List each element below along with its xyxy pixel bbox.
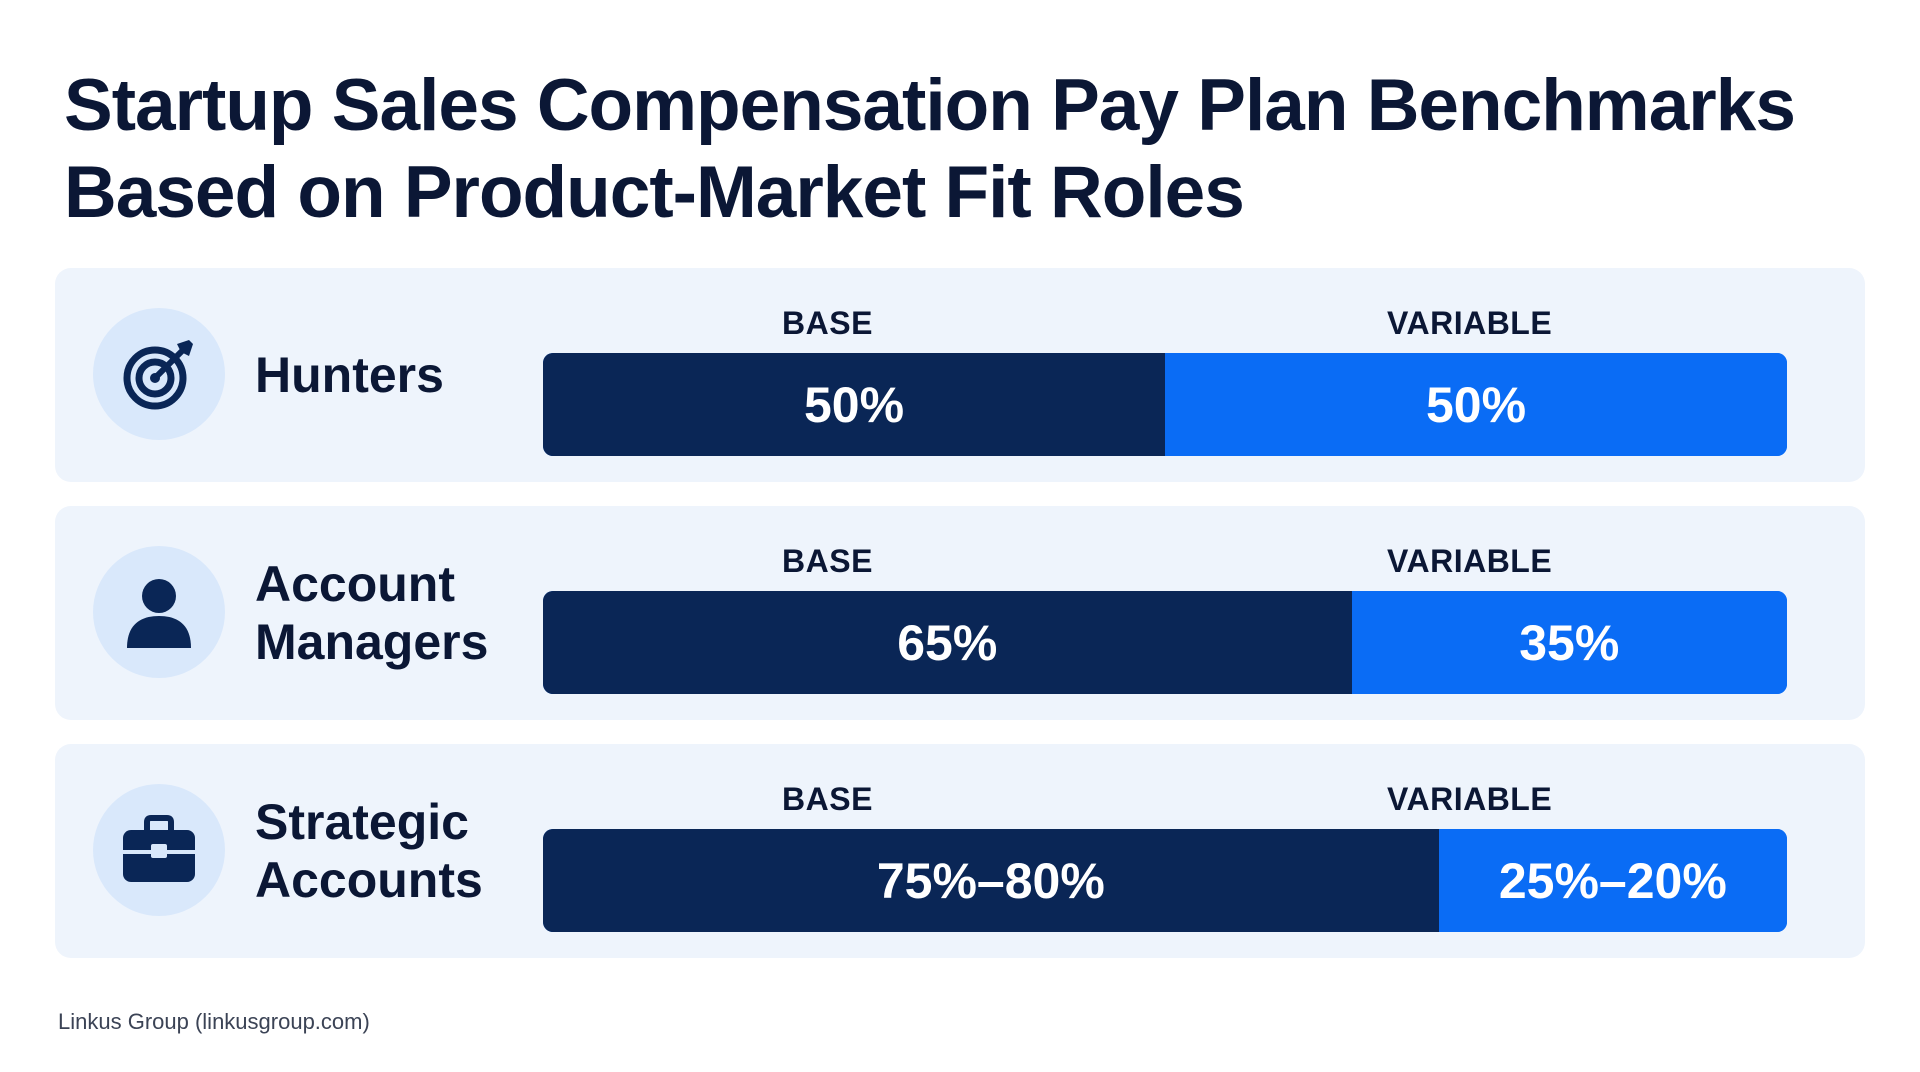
target-icon xyxy=(123,340,193,410)
row-account-managers: Account Managers BASE VARIABLE 65% 35% xyxy=(55,506,1865,720)
chart-title-line-2: Based on Product-Market Fit Roles xyxy=(64,152,1245,233)
base-bar-segment: 50% xyxy=(543,353,1165,456)
role-label-line: Hunters xyxy=(255,347,444,403)
person-icon xyxy=(127,579,191,648)
variable-column-label: VARIABLE xyxy=(1387,543,1553,579)
variable-bar-segment: 50% xyxy=(1165,353,1787,456)
stacked-bar: 50% 50% xyxy=(543,353,1787,456)
base-column-label: BASE xyxy=(782,543,873,579)
role-label-line: Managers xyxy=(255,614,489,670)
variable-bar-segment: 35% xyxy=(1351,591,1787,694)
role-label-line: Account xyxy=(255,556,455,612)
icon-badge xyxy=(93,784,225,916)
icon-badge xyxy=(93,546,225,678)
base-column-label: BASE xyxy=(782,781,873,817)
role-label: Strategic Accounts xyxy=(255,744,575,958)
icon-badge xyxy=(93,308,225,440)
row-strategic-accounts: Strategic Accounts BASE VARIABLE 75%–80%… xyxy=(55,744,1865,958)
stacked-bar: 75%–80% 25%–20% xyxy=(543,829,1787,932)
role-label: Hunters xyxy=(255,268,575,482)
chart-title: Startup Sales Compensation Pay Plan Benc… xyxy=(64,62,1864,236)
variable-bar-segment: 25%–20% xyxy=(1438,829,1787,932)
variable-column-label: VARIABLE xyxy=(1387,781,1553,817)
role-label: Account Managers xyxy=(255,506,575,720)
base-bar-segment: 75%–80% xyxy=(543,829,1439,932)
briefcase-icon xyxy=(123,815,195,882)
stacked-bar: 65% 35% xyxy=(543,591,1787,694)
role-rows: Hunters BASE VARIABLE 50% 50% Account Ma… xyxy=(55,268,1865,958)
base-bar-segment: 65% xyxy=(543,591,1352,694)
variable-column-label: VARIABLE xyxy=(1387,305,1553,341)
base-column-label: BASE xyxy=(782,305,873,341)
source-credit: Linkus Group (linkusgroup.com) xyxy=(58,1009,370,1034)
row-hunters: Hunters BASE VARIABLE 50% 50% xyxy=(55,268,1865,482)
chart-title-line-1: Startup Sales Compensation Pay Plan Benc… xyxy=(64,65,1796,146)
role-label-line: Accounts xyxy=(255,852,483,908)
role-label-line: Strategic xyxy=(255,794,469,850)
